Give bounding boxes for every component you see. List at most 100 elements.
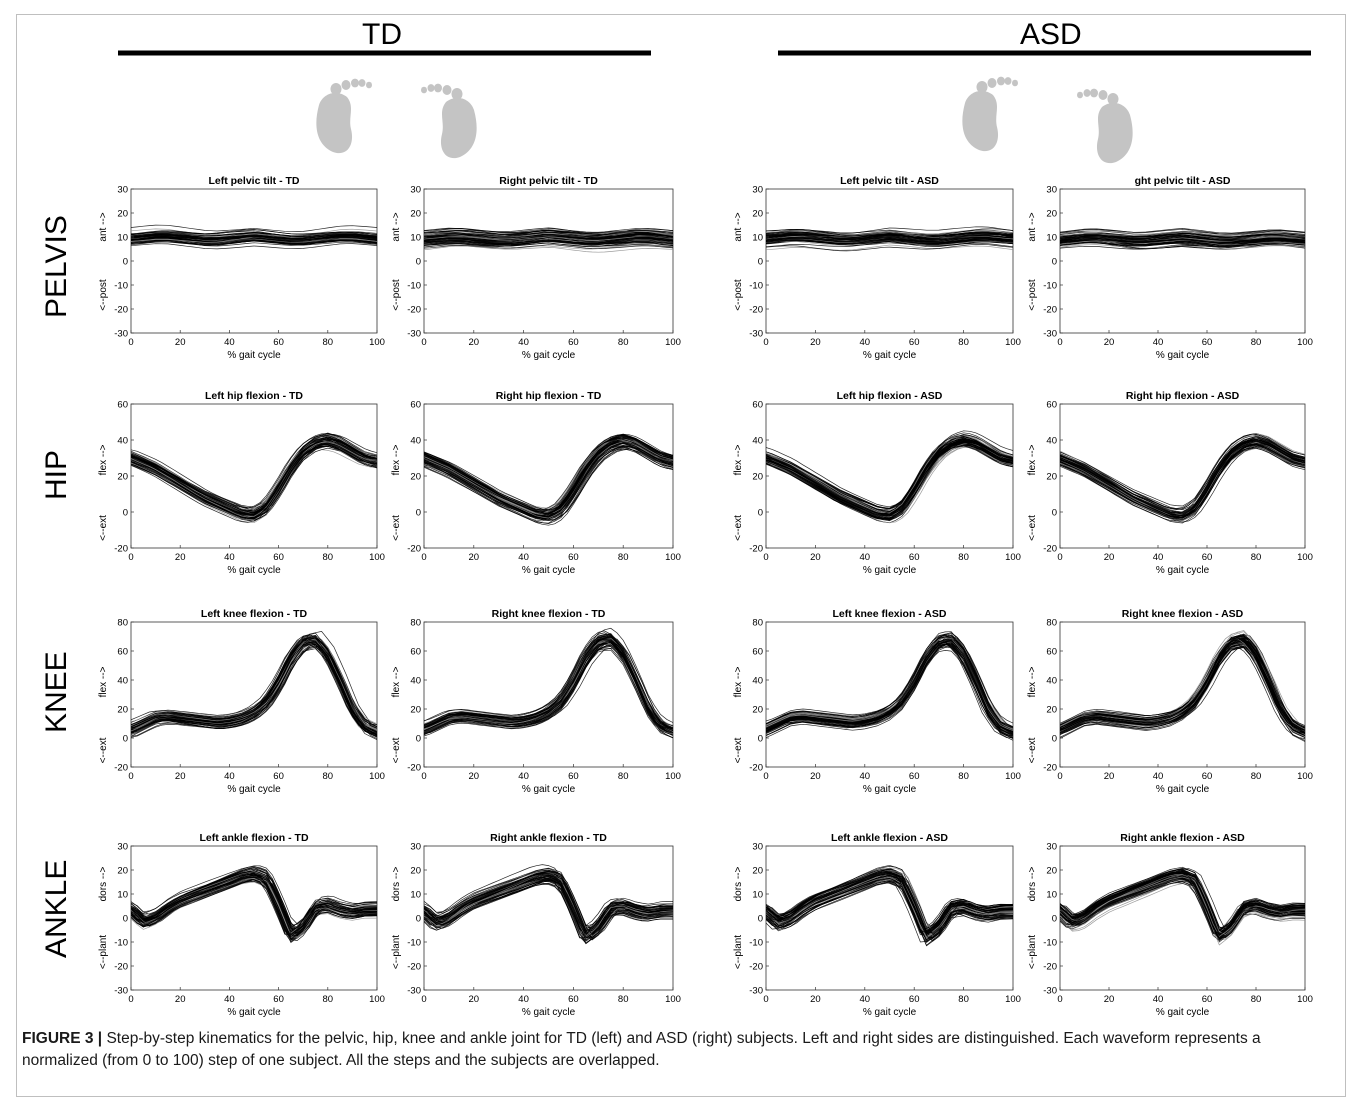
y-tick-label: 10: [752, 890, 763, 901]
x-tick-label: 60: [273, 552, 284, 563]
x-tick-label: 80: [323, 337, 334, 348]
step-waveform: [766, 643, 1013, 735]
y-tick-label: 80: [752, 618, 763, 629]
step-waveform: [131, 879, 377, 943]
plot-area: [423, 188, 674, 334]
y-tick-label: -30: [749, 329, 763, 340]
y-tick-label: 60: [752, 647, 763, 658]
x-tick-label: 80: [323, 994, 334, 1005]
y-tick-label: -30: [1043, 986, 1057, 997]
x-tick-label: 80: [323, 771, 334, 782]
step-waveform: [1060, 872, 1305, 939]
y-tick-label: 30: [752, 842, 763, 853]
y-tick-label: -10: [1043, 938, 1057, 949]
y-tick-label: 60: [752, 400, 763, 411]
step-waveform: [131, 436, 377, 512]
x-tick-label: 40: [860, 552, 871, 563]
plot-area: [130, 188, 378, 334]
step-waveform: [1060, 234, 1305, 242]
step-waveform: [131, 444, 377, 520]
y-axis-label-negative: <--plant: [733, 935, 744, 969]
y-tick-label: 20: [117, 472, 128, 483]
step-waveform: [1060, 233, 1305, 238]
waveforms: [766, 226, 1013, 252]
step-waveform: [131, 642, 377, 736]
panel-12: Left ankle flexion - TD0 20 40 60 80 100% gai…: [98, 832, 385, 1018]
y-tick-label: 80: [1046, 618, 1057, 629]
step-waveform: [131, 637, 377, 741]
y-tick-label: -30: [407, 329, 421, 340]
x-tick-label: 80: [958, 771, 969, 782]
y-tick-label: 60: [117, 647, 128, 658]
y-tick-label: 20: [752, 472, 763, 483]
y-tick-label: 20: [410, 705, 421, 716]
y-tick-label: 30: [410, 842, 421, 853]
step-waveform: [766, 441, 1013, 516]
x-axis-label: % gait cycle: [522, 350, 576, 361]
y-tick-label: -10: [407, 938, 421, 949]
panel-6: Left hip flexion - ASD 0 20 40 60 80 100 % gait…: [733, 390, 1021, 576]
y-tick-label: 20: [752, 866, 763, 877]
x-axis-label: % gait cycle: [863, 350, 917, 361]
panel-title: ght pelvic tilt - ASD: [1135, 175, 1231, 187]
y-tick-label: 40: [752, 436, 763, 447]
x-tick-label: 60: [909, 552, 920, 563]
y-tick-label: 30: [752, 185, 763, 196]
x-tick-label: 100: [1005, 771, 1021, 782]
step-waveform: [766, 244, 1013, 251]
step-waveform: [424, 437, 673, 515]
waveforms: [1060, 630, 1305, 742]
y-tick-label: -20: [1043, 763, 1057, 774]
y-tick-label: 40: [410, 436, 421, 447]
panel-8: Left knee flexion - TD 0 20 40 60 80 100 % gait…: [98, 608, 385, 795]
y-tick-label: -20: [407, 305, 421, 316]
y-axis-label-negative: <--post: [98, 279, 109, 311]
panel-title: Right knee flexion - ASD: [1122, 608, 1244, 620]
x-tick-label: 40: [518, 771, 529, 782]
x-tick-label: 0: [128, 337, 133, 348]
y-tick-label: 10: [1046, 233, 1057, 244]
y-tick-label: -10: [407, 281, 421, 292]
y-tick-label: -20: [407, 962, 421, 973]
x-tick-label: 80: [1251, 337, 1262, 348]
y-tick-label: -20: [1043, 962, 1057, 973]
step-waveform: [424, 641, 673, 739]
y-tick-label: 0: [1052, 508, 1057, 519]
x-tick-label: 60: [568, 771, 579, 782]
y-axis-label-positive: ant -->: [98, 212, 109, 241]
x-tick-label: 20: [810, 337, 821, 348]
x-tick-label: 20: [175, 771, 186, 782]
x-tick-label: 100: [1297, 994, 1313, 1005]
step-waveform: [1060, 443, 1305, 519]
step-waveform: [424, 878, 673, 940]
x-tick-label: 40: [224, 771, 235, 782]
panel-title: Left pelvic tilt - TD: [208, 175, 299, 187]
plot-area: [765, 621, 1014, 768]
x-tick-label: 60: [909, 337, 920, 348]
step-waveform: [1060, 639, 1305, 732]
y-tick-label: 40: [117, 676, 128, 687]
x-axis-label: % gait cycle: [1156, 565, 1210, 576]
y-tick-label: 30: [1046, 185, 1057, 196]
y-tick-label: -20: [1043, 544, 1057, 555]
step-waveform: [131, 443, 377, 520]
step-waveform: [424, 244, 673, 250]
x-axis-label: % gait cycle: [522, 784, 576, 795]
waveforms: [766, 430, 1013, 524]
step-waveform: [1060, 871, 1305, 936]
caption-text: Step-by-step kinematics for the pelvic, …: [22, 1030, 1261, 1069]
y-axis-label-negative: <--ext: [98, 737, 109, 763]
step-waveform: [1060, 871, 1305, 934]
y-axis-label-positive: dors -->: [98, 866, 109, 901]
y-tick-label: 10: [410, 233, 421, 244]
y-axis-label-positive: flex -->: [98, 666, 109, 697]
step-waveform: [131, 877, 377, 938]
step-waveform: [131, 866, 377, 926]
x-tick-label: 40: [860, 337, 871, 348]
x-tick-label: 80: [1251, 771, 1262, 782]
step-waveform: [131, 867, 377, 929]
y-tick-label: 20: [1046, 705, 1057, 716]
x-tick-label: 100: [1005, 994, 1021, 1005]
step-waveform: [1060, 436, 1305, 515]
x-tick-label: 20: [1104, 994, 1115, 1005]
